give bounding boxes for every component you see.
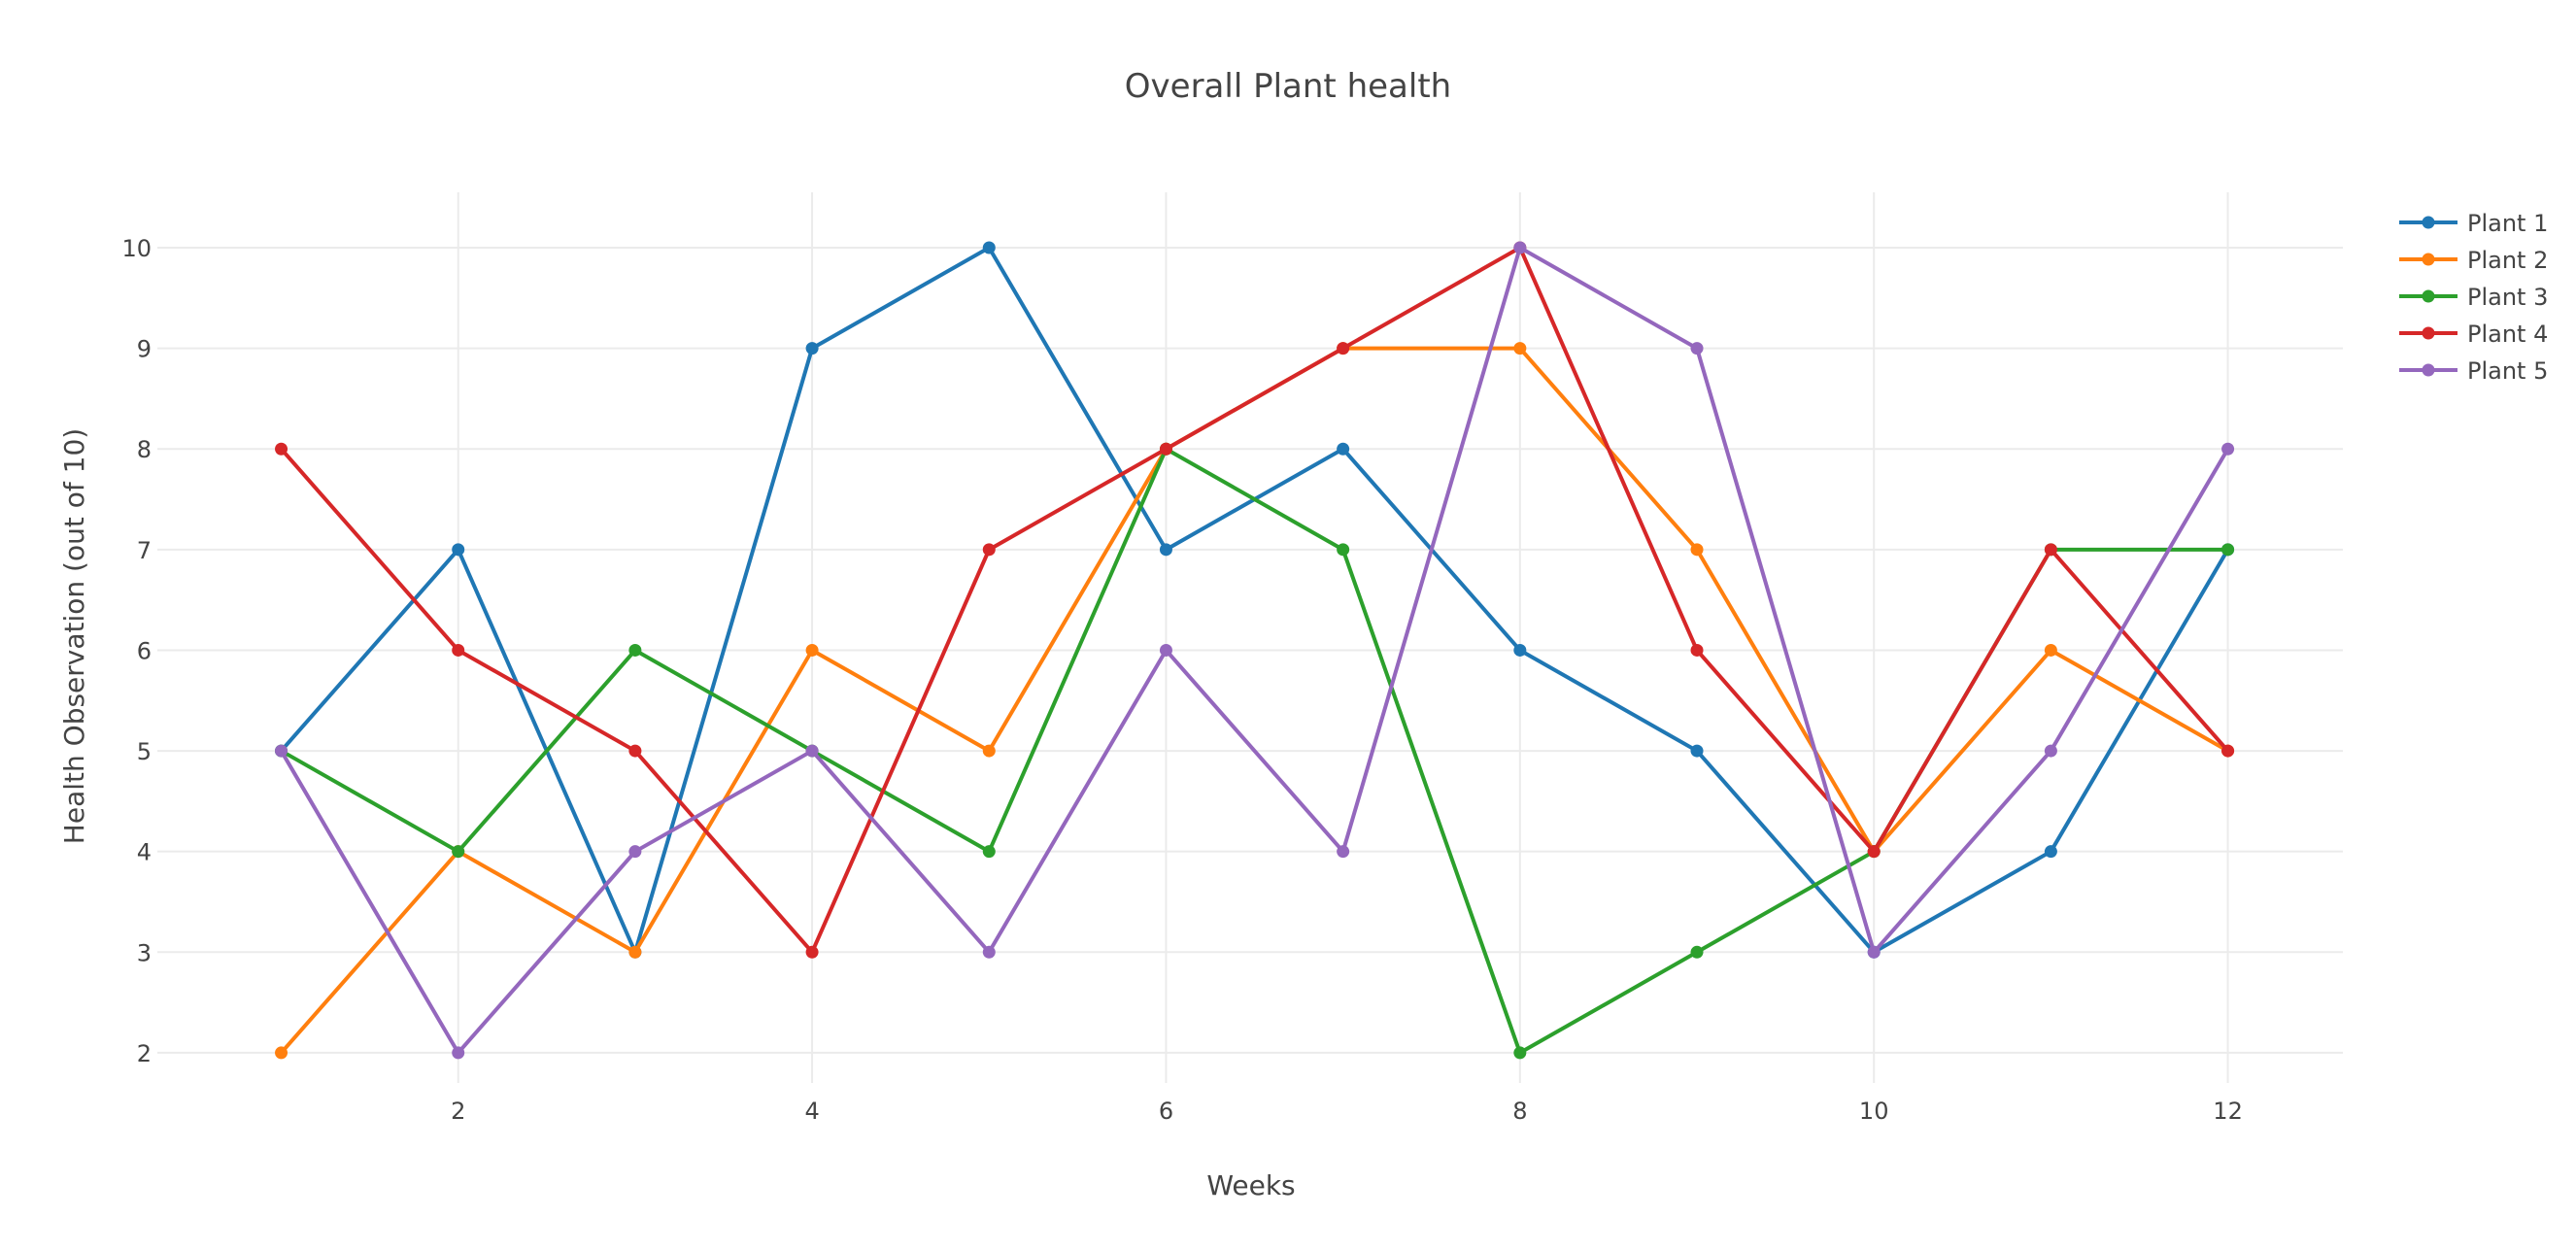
data-point [982,744,996,758]
legend-marker [2422,216,2435,229]
data-point [982,543,996,557]
data-point [1690,342,1704,355]
data-point [1513,643,1527,657]
data-point [982,241,996,254]
data-point [452,845,465,859]
data-point [628,643,642,657]
legend-item[interactable]: Plant 5 [2399,357,2548,385]
y-tick-label: 7 [137,537,152,564]
data-point [1159,543,1172,557]
data-point [1690,643,1704,657]
axis-ticks: 2 4 6 8 10 12 2 3 4 5 6 7 8 9 10 [121,235,2242,1125]
data-point [1337,442,1350,456]
x-tick-label: 8 [1512,1098,1527,1125]
data-point [452,543,465,557]
data-point [805,945,819,959]
series-line [279,245,2230,1055]
legend-marker [2422,253,2435,266]
legend-label: Plant 4 [2467,321,2548,348]
y-tick-label: 9 [137,336,152,363]
data-point [2221,442,2235,456]
y-tick-label: 8 [137,436,152,463]
x-tick-label: 10 [1859,1098,1889,1125]
y-tick-label: 3 [137,939,152,966]
data-point [805,643,819,657]
data-point [2044,845,2057,859]
x-tick-label: 6 [1159,1098,1173,1125]
data-point [1690,543,1704,557]
legend-item[interactable]: Plant 3 [2399,284,2548,311]
data-point [1690,744,1704,758]
data-point [2044,643,2057,657]
data-point [452,643,465,657]
legend-item[interactable]: Plant 1 [2399,210,2548,237]
data-point [275,1046,288,1060]
x-tick-label: 12 [2213,1098,2243,1125]
series-5 [275,241,2235,1060]
y-tick-label: 10 [121,235,152,262]
chart-title: Overall Plant health [1125,67,1451,106]
data-point [1513,342,1527,355]
data-point [1159,442,1172,456]
gridlines [157,192,2343,1083]
legend-item[interactable]: Plant 2 [2399,247,2548,274]
data-point [2221,744,2235,758]
data-point [275,744,288,758]
data-point [1337,543,1350,557]
data-point [1513,1046,1527,1060]
data-point [1867,945,1881,959]
legend-marker [2422,326,2435,340]
legend-marker [2422,289,2435,303]
data-point [982,945,996,959]
series-line [279,245,2230,955]
data-point [2044,744,2057,758]
data-point [628,744,642,758]
data-point [275,442,288,456]
x-axis-title: Weeks [1206,1169,1295,1201]
x-tick-label: 4 [804,1098,819,1125]
y-axis-title: Health Observation (out of 10) [58,428,90,844]
data-point [2221,543,2235,557]
y-tick-label: 5 [137,738,152,765]
data-point [2044,543,2057,557]
y-tick-label: 6 [137,637,152,664]
data-point [628,845,642,859]
legend-label: Plant 2 [2467,247,2548,274]
data-point [1337,845,1350,859]
data-point [1867,845,1881,859]
data-point [982,845,996,859]
legend-item[interactable]: Plant 4 [2399,321,2548,348]
data-point [452,1046,465,1060]
legend-label: Plant 5 [2467,357,2548,385]
legend-label: Plant 1 [2467,210,2548,237]
data-point [1690,945,1704,959]
x-tick-label: 2 [451,1098,465,1125]
data-point [805,744,819,758]
y-tick-label: 2 [137,1040,152,1067]
data-point [628,945,642,959]
legend[interactable]: Plant 1 Plant 2 Plant 3 Plant 4 Plant 5 [2399,210,2548,385]
data-point [1337,342,1350,355]
data-point [805,342,819,355]
legend-marker [2422,363,2435,377]
y-tick-label: 4 [137,839,152,866]
data-point [1513,241,1527,254]
legend-label: Plant 3 [2467,284,2548,311]
series-lines [275,241,2235,1060]
data-point [1159,643,1172,657]
